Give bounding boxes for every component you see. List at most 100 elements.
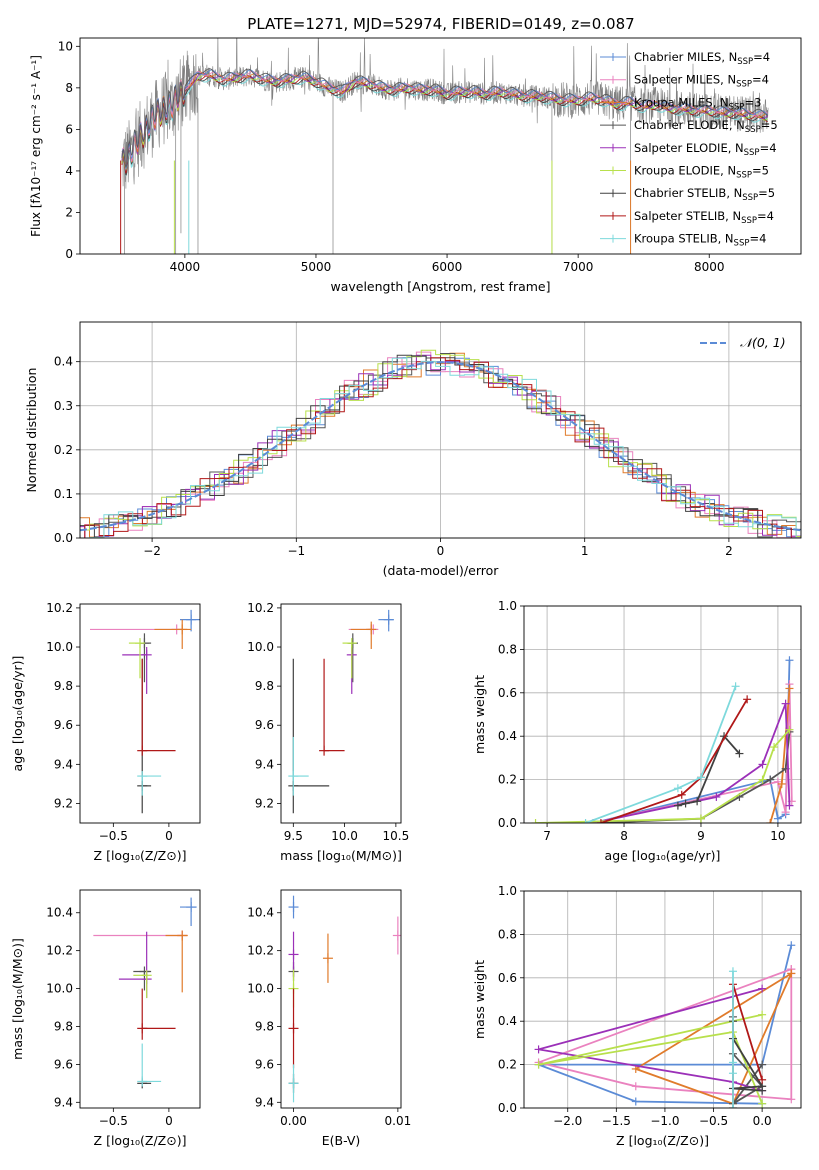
y-tick-label: 0.0: [498, 816, 517, 830]
y-tick-label: 9.6: [54, 718, 73, 732]
x-axis-label: E(B-V): [322, 1133, 361, 1148]
x-tick-label: 8: [620, 829, 628, 843]
y-tick-label: 9.2: [54, 796, 73, 810]
x-tick-label: 8000: [694, 260, 725, 274]
y-tick-label: 10.0: [247, 982, 274, 996]
x-tick-label: 6000: [432, 260, 463, 274]
legend-label-ks: Kroupa STELIB, NSSP=4: [634, 232, 766, 249]
x-tick-label: 2: [725, 544, 733, 558]
y-tick-label: 0.4: [498, 1014, 517, 1028]
legend-label-normal: 𝒩(0, 1): [740, 335, 786, 350]
x-tick-label: 0.00: [280, 1114, 307, 1128]
y-axis-label: Flux [fλ10⁻¹⁷ erg cm⁻² s⁻¹ A⁻¹]: [29, 55, 43, 237]
weight-vs-age-axes: 7 8 9 10 0.0 0.2 0.4 0.6 0.8 1.0 age [log₁₀(age/yr…: [472, 599, 801, 863]
weight-vs-Z-frame: [523, 890, 802, 1109]
spectrum-legend: Chabrier MILES, NSSP=4 Salpeter MILES, NS…: [600, 50, 778, 249]
x-axis-label: (data-model)/error: [383, 563, 500, 578]
y-tick-label: 2: [65, 205, 73, 219]
x-axis-label: age [log₁₀(age/yr)]: [605, 848, 721, 863]
y-tick-label: 9.2: [255, 796, 274, 810]
x-tick-label: −1: [287, 544, 305, 558]
x-tick-label: 1: [581, 544, 589, 558]
y-tick-label: 10.4: [247, 906, 274, 920]
y-tick-label: 1.0: [498, 599, 517, 613]
histogram-plot: [80, 349, 801, 538]
y-tick-label: 9.6: [255, 718, 274, 732]
histogram-ks: [80, 357, 801, 538]
spectrum-axes: 4000 5000 6000 7000 8000 0 2 4 6 8 10 wavelength [A…: [29, 39, 725, 294]
y-tick-label: 0.2: [54, 443, 73, 457]
legend-label-ke: Kroupa ELODIE, NSSP=5: [634, 164, 769, 181]
y-tick-label: 10.2: [46, 944, 73, 958]
y-tick-label: 10.2: [46, 601, 73, 615]
y-tick-label: 9.4: [54, 1095, 73, 1109]
legend-label-km: Kroupa MILES, NSSP=3: [634, 95, 761, 112]
x-tick-label: 7: [543, 829, 551, 843]
x-axis-label: Z [log₁₀(Z/Z⊙)]: [616, 1133, 709, 1148]
y-tick-label: 0.8: [498, 927, 517, 941]
y-tick-label: 0.4: [498, 729, 517, 743]
x-tick-label: 9: [697, 829, 705, 843]
model-fit-sm: [121, 70, 768, 170]
y-tick-label: 9.8: [255, 679, 274, 693]
age-vs-mass-frame: [280, 603, 402, 824]
y-tick-label: 0.0: [54, 531, 73, 545]
y-tick-label: 0: [65, 247, 73, 261]
x-axis-label: wavelength [Angstrom, rest frame]: [330, 279, 550, 294]
y-tick-label: 0.1: [54, 487, 73, 501]
x-tick-label: 5000: [301, 260, 332, 274]
y-tick-label: 0.4: [54, 355, 73, 369]
mass-vs-Z-frame: [79, 889, 201, 1109]
x-tick-label: 0: [165, 1114, 173, 1128]
y-tick-label: 10.0: [46, 982, 73, 996]
y-tick-label: 9.8: [54, 1019, 73, 1033]
series-line-ss: [600, 698, 748, 823]
x-tick-label: 0: [437, 544, 445, 558]
model-fit-cm: [121, 69, 768, 171]
x-tick-label: −0.5: [99, 1114, 128, 1128]
x-axis-label: mass [log₁₀(M/M⊙)]: [280, 848, 402, 863]
mass-vs-EBV-points: [288, 895, 401, 1103]
model-fit-ce: [121, 68, 768, 168]
series-line-se: [538, 987, 763, 1092]
weight-vs-age-frame: [523, 605, 802, 824]
legend-label-sm: Salpeter MILES, NSSP=4: [634, 73, 769, 90]
y-tick-label: 0.8: [498, 642, 517, 656]
y-tick-label: 9.4: [255, 757, 274, 771]
y-tick-label: 9.6: [54, 1057, 73, 1071]
legend-label-ce: Chabrier ELODIE, NSSP=5: [634, 118, 778, 135]
y-tick-label: 1.0: [498, 884, 517, 898]
x-tick-label: −1.5: [602, 1114, 631, 1128]
y-tick-label: 6: [65, 122, 73, 136]
y-tick-label: 9.4: [255, 1095, 274, 1109]
y-tick-label: 10.0: [247, 640, 274, 654]
legend-label-ss: Salpeter STELIB, NSSP=4: [634, 209, 774, 226]
legend-label-se: Salpeter ELODIE, NSSP=4: [634, 141, 777, 158]
weight-vs-age-lines: [531, 656, 796, 823]
model-fit-ss: [121, 74, 768, 174]
y-tick-label: 9.8: [255, 1019, 274, 1033]
x-tick-label: 10.0: [331, 829, 358, 843]
y-tick-label: 0.6: [498, 971, 517, 985]
residuals-frame: [79, 321, 802, 539]
x-tick-label: 0: [165, 829, 173, 843]
y-tick-label: 8: [65, 81, 73, 95]
age-vs-Z-points: [90, 609, 200, 814]
x-axis-label: Z [log₁₀(Z/Z⊙)]: [94, 848, 187, 863]
x-tick-label: 9.5: [284, 829, 303, 843]
mass-vs-Z-points: [93, 897, 197, 1089]
weight-vs-Z-lines: [534, 941, 796, 1108]
y-tick-label: 9.8: [54, 679, 73, 693]
x-tick-label: 0.0: [753, 1114, 772, 1128]
x-axis-label: Z [log₁₀(Z/Z⊙)]: [94, 1133, 187, 1148]
mass-vs-Z-axes: −0.5 0 9.4 9.6 9.8 10.0 10.2 10.4 Z [log₁₀(Z/Z⊙)…: [10, 906, 186, 1148]
histogram-ss: [80, 357, 801, 538]
y-axis-label: mass weight: [472, 675, 487, 754]
legend-label-cs: Chabrier STELIB, NSSP=5: [634, 186, 775, 203]
histogram-cs: [80, 354, 801, 538]
spectrum-frame: [79, 37, 802, 255]
age-vs-mass-points: [288, 609, 394, 814]
y-axis-label: age [log₁₀(age/yr)]: [10, 656, 25, 772]
